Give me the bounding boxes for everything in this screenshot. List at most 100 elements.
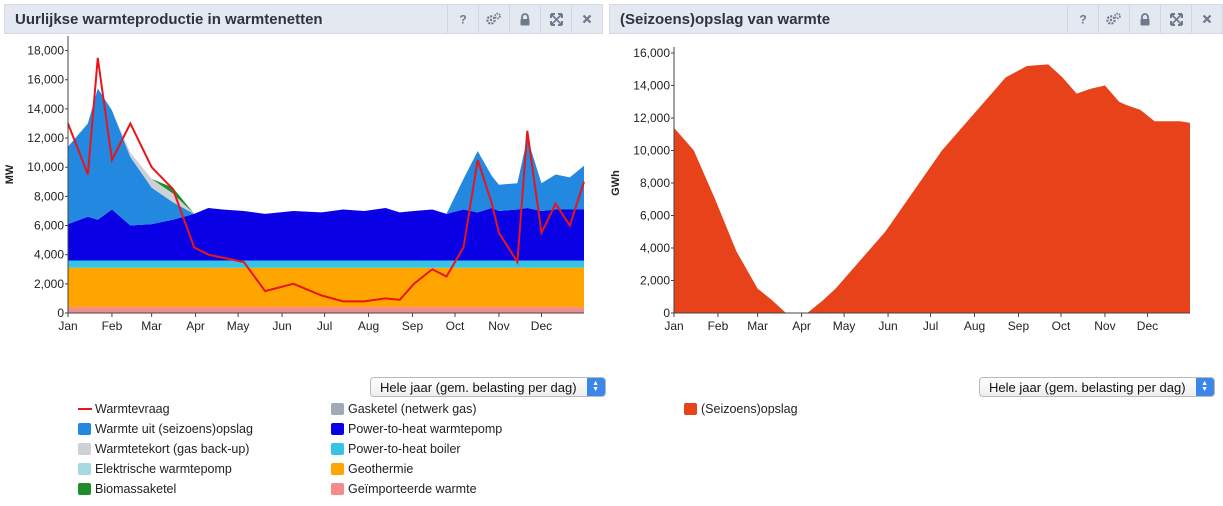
x-tick-label: Feb <box>102 319 123 333</box>
legend-label: Warmtevraag <box>95 402 170 416</box>
lock-button[interactable] <box>509 5 540 33</box>
legend-line-icon <box>78 408 92 410</box>
x-tick-label: Mar <box>747 319 768 333</box>
help-button[interactable]: ? <box>1067 5 1098 33</box>
svg-text:?: ? <box>1079 13 1086 25</box>
y-tick-label: 10,000 <box>27 160 64 174</box>
panel-header: Uurlijkse warmteproductie in warmtenette… <box>4 4 603 34</box>
x-tick-label: Dec <box>531 319 552 333</box>
area-series-2 <box>68 260 584 268</box>
help-button[interactable]: ? <box>447 5 478 33</box>
legend-label: Power-to-heat boiler <box>348 442 461 456</box>
legend-label: Geothermie <box>348 462 414 476</box>
close-button[interactable] <box>1191 5 1222 33</box>
y-tick-label: 6,000 <box>640 209 670 223</box>
expand-button[interactable] <box>1160 5 1191 33</box>
y-tick-label: 2,000 <box>34 277 64 291</box>
area-series-4 <box>68 88 584 226</box>
x-tick-label: Dec <box>1137 319 1158 333</box>
legend-swatch-icon <box>331 403 344 415</box>
help-icon: ? <box>459 13 466 25</box>
x-tick-label: Jul <box>923 319 938 333</box>
period-select[interactable]: Hele jaar (gem. belasting per dag) ▲ ▼ <box>370 377 606 397</box>
legend-swatch-icon <box>78 463 91 475</box>
y-tick-label: 14,000 <box>633 79 670 93</box>
legend-label: (Seizoens)opslag <box>701 402 798 416</box>
y-tick-label: 12,000 <box>27 131 64 145</box>
x-tick-label: Nov <box>488 319 509 333</box>
legend-label: Biomassaketel <box>95 482 177 496</box>
y-tick-label: 4,000 <box>640 241 670 255</box>
y-tick-label: 6,000 <box>34 219 64 233</box>
heat-storage-panel: (Seizoens)opslag van warmte ? 0 2,000 4,00… <box>609 0 1223 506</box>
settings-button[interactable] <box>1098 5 1129 33</box>
x-tick-label: Apr <box>792 319 811 333</box>
x-tick-label: Aug <box>358 319 379 333</box>
expand-icon <box>1169 12 1183 26</box>
close-icon <box>582 14 592 24</box>
close-icon <box>1202 14 1212 24</box>
demand-line <box>67 57 585 303</box>
settings-button[interactable] <box>478 5 509 33</box>
legend-swatch-icon <box>331 483 344 495</box>
y-tick-label: 12,000 <box>633 111 670 125</box>
legend-swatch-icon <box>78 423 91 435</box>
y-axis-label: GWh <box>610 170 622 196</box>
lock-icon <box>1140 12 1150 25</box>
period-select-value: Hele jaar (gem. belasting per dag) <box>380 380 577 395</box>
panel-toolbar: ? <box>447 5 602 33</box>
y-tick-label: 2,000 <box>640 274 670 288</box>
period-select[interactable]: Hele jaar (gem. belasting per dag) ▲ ▼ <box>979 377 1215 397</box>
expand-icon <box>549 12 563 26</box>
legend-swatch-icon <box>684 403 697 415</box>
close-button[interactable] <box>571 5 602 33</box>
x-tick-label: Aug <box>964 319 985 333</box>
legend-label: Warmte uit (seizoens)opslag <box>95 422 253 436</box>
chevron-updown-icon: ▲ ▼ <box>586 378 605 396</box>
chevron-updown-icon: ▲ ▼ <box>1195 378 1214 396</box>
x-tick-label: Jan <box>58 319 77 333</box>
x-tick-label: May <box>227 319 250 333</box>
panel-title: (Seizoens)opslag van warmte <box>620 11 831 28</box>
legend-swatch-icon <box>78 483 91 495</box>
period-select-value: Hele jaar (gem. belasting per dag) <box>989 380 1186 395</box>
x-tick-label: Jan <box>664 319 683 333</box>
y-tick-label: 14,000 <box>27 102 64 116</box>
area-series-1 <box>68 267 584 308</box>
y-tick-label: 0 <box>663 306 670 320</box>
area-series-3 <box>68 208 584 261</box>
y-tick-label: 8,000 <box>34 189 64 203</box>
legend-swatch-icon <box>331 423 344 435</box>
svg-text:?: ? <box>459 13 466 25</box>
heat-production-panel: Uurlijkse warmteproductie in warmtenette… <box>0 0 606 506</box>
legend-swatch-icon <box>78 443 91 455</box>
lock-button[interactable] <box>1129 5 1160 33</box>
settings-icon <box>1106 12 1121 25</box>
x-tick-label: Nov <box>1094 319 1115 333</box>
x-tick-label: Jun <box>878 319 897 333</box>
area-series-0 <box>68 307 584 313</box>
y-axis-label: MW <box>4 164 16 184</box>
x-tick-label: Mar <box>141 319 162 333</box>
legend-label: Warmtetekort (gas back-up) <box>95 442 250 456</box>
panel-header: (Seizoens)opslag van warmte ? <box>609 4 1223 34</box>
x-tick-label: Oct <box>1052 319 1071 333</box>
help-icon: ? <box>1079 13 1086 25</box>
panel-toolbar: ? <box>1067 5 1222 33</box>
panel-title: Uurlijkse warmteproductie in warmtenette… <box>15 11 323 28</box>
lock-icon <box>520 12 530 25</box>
x-tick-label: Apr <box>186 319 205 333</box>
expand-button[interactable] <box>540 5 571 33</box>
x-tick-label: Jun <box>272 319 291 333</box>
y-tick-label: 16,000 <box>633 46 670 60</box>
x-tick-label: Feb <box>708 319 729 333</box>
heat-production-chart: 0 2,000 4,000 6,000 8,000 10,000 12,000 14,000 1… <box>4 36 585 333</box>
legend-label: Elektrische warmtepomp <box>95 462 232 476</box>
y-tick-label: 16,000 <box>27 73 64 87</box>
y-tick-label: 10,000 <box>633 144 670 158</box>
settings-icon <box>486 12 501 25</box>
y-tick-label: 18,000 <box>27 44 64 58</box>
y-tick-label: 8,000 <box>640 176 670 190</box>
x-tick-label: May <box>833 319 856 333</box>
legend-swatch-icon <box>331 443 344 455</box>
